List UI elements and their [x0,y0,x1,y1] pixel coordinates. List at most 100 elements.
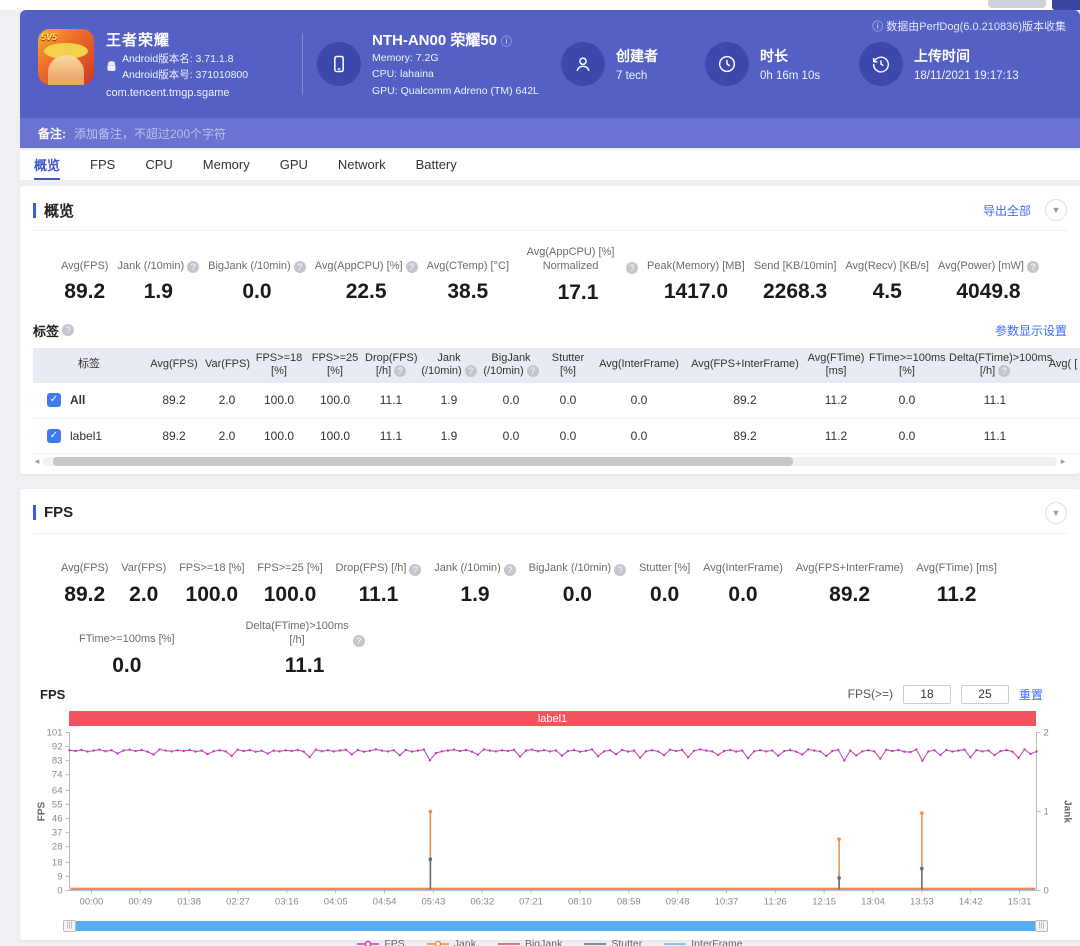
header-divider [302,33,303,95]
fps-chart-svg: 101 92 83 74 64 55 46 37 28 18 9 0 2 1 0 00:00 00:49 01:3… [37,728,1073,908]
metric-avg-appcpu: Avg(AppCPU) [%]? 22.5 [315,245,418,305]
fps-chart[interactable]: 101 92 83 74 64 55 46 37 28 18 9 0 2 1 0 00:00 00:49 01:3… [33,726,1073,918]
tab-fps[interactable]: FPS [90,156,116,172]
cell: 0.0 [479,383,543,419]
svg-text:15:31: 15:31 [1008,897,1032,908]
metric-value: 38.5 [447,280,489,303]
tab-memory[interactable]: Memory [202,156,250,172]
metric-value: 0.0 [112,653,142,677]
fps-threshold-input-1[interactable] [902,684,951,704]
divider [33,532,1067,534]
help-icon[interactable]: ? [409,563,422,576]
tab-network[interactable]: Network [337,156,386,172]
legend-item-stutter[interactable]: Stutter [584,938,643,946]
help-icon[interactable]: ? [187,261,200,273]
help-icon[interactable]: ? [352,635,365,648]
creator-value: 7 tech [616,70,648,82]
param-display-settings-link[interactable]: 参数显示设置 [994,323,1067,338]
legend-item-fps[interactable]: FPS [357,938,405,946]
note-bar: 备注: 添加备注，不超过200个字符 [20,118,1080,148]
help-icon[interactable]: ? [626,261,639,274]
help-icon[interactable]: ? [293,261,306,273]
row-label: All [70,393,86,408]
help-icon[interactable]: ? [614,563,627,576]
svg-text:00:00: 00:00 [80,897,104,908]
fps-chart-label: FPS [40,686,66,702]
metric-avg-recv-kb-s: Avg(Recv) [KB/s] 4.5 [845,259,929,303]
metric-ftime-100ms: FTime>=100ms [%] 0.0 [79,633,175,677]
help-icon[interactable]: ? [1026,261,1039,273]
cell: 0.0 [543,418,593,454]
column-header-avg: Avg( [ [1043,347,1080,384]
app-name: 王者荣耀 [106,32,171,50]
collapse-fps-button[interactable]: ▼ [1045,501,1067,524]
help-icon[interactable]: ? [464,365,477,378]
device-name: NTH-AN00 荣耀50 ⓘ [372,32,513,50]
cell: 89.2 [145,383,203,419]
fps-threshold-label: FPS(>=) [847,687,893,702]
fps-card: FPS ▼ Avg(FPS) 89.2 Var(FPS) 2.0 FPS>=18 [%]… [20,488,1080,946]
cell: 100.0 [307,418,363,454]
metric-avg-fps: Avg(FPS) 89.2 [61,562,109,606]
clock-icon [705,42,749,86]
metric-value: 1417.0 [663,280,729,303]
creator-label: 创建者 [616,48,658,64]
overview-title: 概览 [44,202,75,220]
metric-value: 22.5 [345,280,387,303]
help-icon[interactable]: ? [998,365,1011,378]
app-icon: 5V5 [38,29,94,86]
metric-jank-10min: Jank (/10min)? 1.9 [118,245,200,305]
svg-text:FPS: FPS [37,802,48,822]
labels-title: 标签 [33,323,60,339]
device-info-icon[interactable]: ⓘ [501,36,513,49]
hscroll-thumb[interactable] [53,457,794,467]
row-checkbox[interactable]: ✓ [47,428,61,443]
svg-text:37: 37 [52,828,63,839]
creator-block: 创建者 7 tech [561,42,691,86]
cell: 2.0 [203,418,251,454]
tab-cpu[interactable]: CPU [145,156,173,172]
slider-fill[interactable] [76,921,1035,932]
slider-right-handle[interactable]: ||| [1035,920,1048,933]
legend-item-bigjank[interactable]: BigJank [497,938,563,946]
metric-value: 11.2 [936,582,977,606]
row-checkbox[interactable]: ✓ [47,393,61,408]
help-icon[interactable]: ? [62,324,75,337]
slider-left-handle[interactable]: ||| [63,920,76,933]
reset-link[interactable]: 重置 [1018,687,1043,702]
collapse-overview-button[interactable]: ▼ [1045,199,1067,221]
help-icon[interactable]: ? [405,261,418,273]
tab-gpu[interactable]: GPU [279,156,308,172]
svg-text:07:21: 07:21 [519,897,543,908]
help-icon[interactable]: ? [526,365,539,378]
svg-text:2: 2 [1044,728,1049,739]
tab-item[interactable]: 概览 [34,150,61,180]
fps-threshold-input-2[interactable] [960,684,1009,704]
phone-icon [317,41,361,86]
svg-text:1: 1 [1044,807,1049,818]
cell: 100.0 [251,418,307,454]
scroll-left-arrow[interactable]: ◂ [34,456,40,467]
app-block: 5V5 王者荣耀 Android版本名: 3.71.1.8 Android版本号… [38,29,288,99]
fps-title: FPS [44,504,74,522]
help-icon[interactable]: ? [394,365,407,378]
metric-avg-fps-interframe: Avg(FPS+InterFrame) 89.2 [795,562,904,606]
tab-battery[interactable]: Battery [415,156,457,172]
column-header-avg-fps: Avg(FPS) [145,347,203,384]
browser-chrome-button[interactable] [1052,0,1080,10]
scroll-right-arrow[interactable]: ▸ [1060,456,1066,467]
overview-metrics: Avg(FPS) 89.2 Jank (/10min)? 1.9 BigJank (/1… [33,231,1067,305]
legend-item-interframe[interactable]: InterFrame [664,938,743,946]
cell: 11.1 [947,383,1043,419]
help-icon[interactable]: ? [503,563,516,576]
device-block: NTH-AN00 荣耀50 ⓘ Memory: 7.2G CPU: lahaina… [317,29,547,99]
cell: 89.2 [145,418,203,454]
svg-text:05:43: 05:43 [421,897,445,908]
note-input[interactable]: 添加备注，不超过200个字符 [74,126,227,141]
cell: 11.1 [363,383,419,419]
export-all-link[interactable]: 导出全部 [982,203,1031,218]
browser-chrome-strip [0,0,1080,10]
android-version-code: Android版本号: 371010800 [122,68,249,81]
legend-item-jank[interactable]: Jank [426,938,476,946]
chart-legend: FPS Jank BigJank Stutter InterFrame [33,937,1067,946]
